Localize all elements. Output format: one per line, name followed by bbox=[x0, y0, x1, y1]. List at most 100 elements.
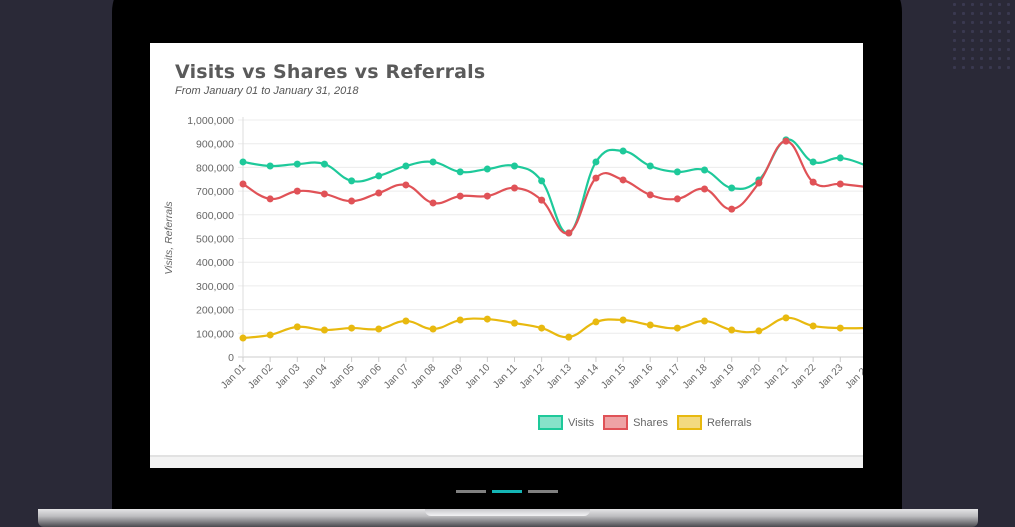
x-tick-label: Jan 18 bbox=[681, 362, 710, 391]
data-point-referrals[interactable] bbox=[402, 317, 410, 325]
x-tick-label: Jan 10 bbox=[463, 362, 492, 391]
background-dot-pattern bbox=[950, 0, 1015, 70]
data-point-referrals[interactable] bbox=[646, 321, 654, 329]
data-point-shares[interactable] bbox=[809, 178, 817, 186]
data-point-shares[interactable] bbox=[483, 192, 491, 200]
laptop-base bbox=[38, 509, 978, 527]
data-point-referrals[interactable] bbox=[483, 315, 491, 323]
data-point-referrals[interactable] bbox=[320, 326, 328, 334]
data-point-visits[interactable] bbox=[429, 158, 437, 166]
y-tick-label: 800,000 bbox=[196, 162, 234, 174]
data-point-visits[interactable] bbox=[402, 162, 410, 170]
x-tick-label: Jan 06 bbox=[355, 362, 384, 391]
legend-swatch bbox=[676, 415, 702, 430]
data-point-visits[interactable] bbox=[456, 168, 464, 176]
data-point-referrals[interactable] bbox=[348, 324, 356, 332]
data-point-referrals[interactable] bbox=[836, 324, 844, 332]
data-point-shares[interactable] bbox=[402, 181, 410, 189]
data-point-shares[interactable] bbox=[266, 195, 274, 203]
data-point-shares[interactable] bbox=[728, 205, 736, 213]
data-point-shares[interactable] bbox=[293, 187, 301, 195]
data-point-visits[interactable] bbox=[701, 166, 709, 174]
data-point-visits[interactable] bbox=[673, 168, 681, 176]
data-point-shares[interactable] bbox=[782, 137, 790, 145]
data-point-shares[interactable] bbox=[375, 189, 383, 197]
legend-item-shares[interactable]: Shares bbox=[603, 415, 668, 430]
data-point-shares[interactable] bbox=[456, 192, 464, 200]
data-point-shares[interactable] bbox=[565, 229, 573, 237]
carousel-indicator-3[interactable] bbox=[528, 490, 558, 493]
legend-item-referrals[interactable]: Referrals bbox=[676, 415, 752, 430]
data-point-shares[interactable] bbox=[836, 180, 844, 188]
chart-title: Visits vs Shares vs Referrals bbox=[175, 61, 486, 83]
data-point-shares[interactable] bbox=[239, 180, 247, 188]
legend-swatch bbox=[603, 415, 629, 430]
line-chart: Visits, Referrals 0 100,000 200,000 300,000… bbox=[163, 115, 863, 391]
carousel-indicator-1[interactable] bbox=[456, 490, 486, 493]
data-point-visits[interactable] bbox=[375, 172, 383, 180]
data-point-visits[interactable] bbox=[348, 177, 356, 185]
data-point-visits[interactable] bbox=[320, 160, 328, 168]
data-point-visits[interactable] bbox=[293, 160, 301, 168]
legend-label: Referrals bbox=[706, 416, 752, 429]
table-header-strip bbox=[150, 455, 863, 468]
data-point-referrals[interactable] bbox=[538, 324, 546, 332]
data-point-shares[interactable] bbox=[619, 176, 627, 184]
data-point-referrals[interactable] bbox=[375, 325, 383, 333]
data-point-referrals[interactable] bbox=[619, 316, 627, 324]
data-point-referrals[interactable] bbox=[239, 334, 247, 342]
data-point-shares[interactable] bbox=[511, 184, 518, 192]
data-point-shares[interactable] bbox=[348, 197, 356, 205]
x-tick-label: Jan 15 bbox=[599, 362, 628, 391]
y-tick-label: 200,000 bbox=[196, 305, 234, 317]
data-point-visits[interactable] bbox=[239, 158, 247, 166]
laptop-screen: Visits vs Shares vs Referrals From Janua… bbox=[150, 43, 863, 468]
data-point-shares[interactable] bbox=[592, 174, 600, 182]
data-point-visits[interactable] bbox=[538, 177, 546, 185]
y-tick-label: 300,000 bbox=[196, 281, 234, 293]
data-point-visits[interactable] bbox=[483, 165, 491, 173]
x-tick-label: Jan 13 bbox=[545, 362, 574, 391]
legend-item-visits[interactable]: Visits bbox=[538, 415, 594, 430]
data-point-shares[interactable] bbox=[755, 179, 763, 187]
data-point-referrals[interactable] bbox=[755, 327, 763, 335]
x-tick-label: Jan 03 bbox=[273, 362, 302, 391]
data-point-visits[interactable] bbox=[809, 158, 817, 166]
x-tick-label: Jan 14 bbox=[572, 362, 601, 391]
data-point-visits[interactable] bbox=[592, 158, 600, 166]
series-line-shares bbox=[242, 139, 863, 235]
data-point-shares[interactable] bbox=[320, 190, 328, 198]
data-point-shares[interactable] bbox=[429, 199, 437, 207]
data-point-referrals[interactable] bbox=[592, 318, 600, 326]
y-axis-title: Visits, Referrals bbox=[163, 201, 175, 275]
x-tick-label: Jan 19 bbox=[708, 362, 737, 391]
data-point-visits[interactable] bbox=[646, 162, 654, 170]
data-point-visits[interactable] bbox=[619, 147, 627, 155]
x-tick-label: Jan 12 bbox=[518, 362, 547, 391]
data-point-referrals[interactable] bbox=[673, 324, 681, 332]
data-point-referrals[interactable] bbox=[456, 316, 464, 324]
data-point-referrals[interactable] bbox=[728, 326, 736, 334]
data-point-referrals[interactable] bbox=[511, 319, 518, 327]
data-point-shares[interactable] bbox=[646, 191, 654, 199]
data-point-shares[interactable] bbox=[673, 195, 681, 203]
data-point-referrals[interactable] bbox=[293, 323, 301, 331]
data-point-visits[interactable] bbox=[728, 184, 736, 192]
data-point-visits[interactable] bbox=[266, 162, 274, 170]
data-point-referrals[interactable] bbox=[809, 322, 817, 330]
legend-label: Shares bbox=[633, 416, 668, 429]
data-point-shares[interactable] bbox=[538, 196, 546, 204]
data-point-visits[interactable] bbox=[836, 154, 844, 162]
x-tick-label: Jan 22 bbox=[789, 362, 818, 391]
x-tick-label: Jan 02 bbox=[246, 362, 275, 391]
x-tick-label: Jan 21 bbox=[762, 362, 791, 391]
data-point-referrals[interactable] bbox=[565, 333, 573, 341]
carousel-indicator-2[interactable] bbox=[492, 490, 522, 493]
data-point-referrals[interactable] bbox=[266, 331, 274, 339]
data-point-referrals[interactable] bbox=[701, 317, 709, 325]
data-point-visits[interactable] bbox=[511, 162, 518, 170]
series-line-referrals bbox=[242, 316, 863, 340]
data-point-referrals[interactable] bbox=[429, 325, 437, 333]
data-point-referrals[interactable] bbox=[782, 314, 790, 322]
data-point-shares[interactable] bbox=[701, 185, 709, 193]
